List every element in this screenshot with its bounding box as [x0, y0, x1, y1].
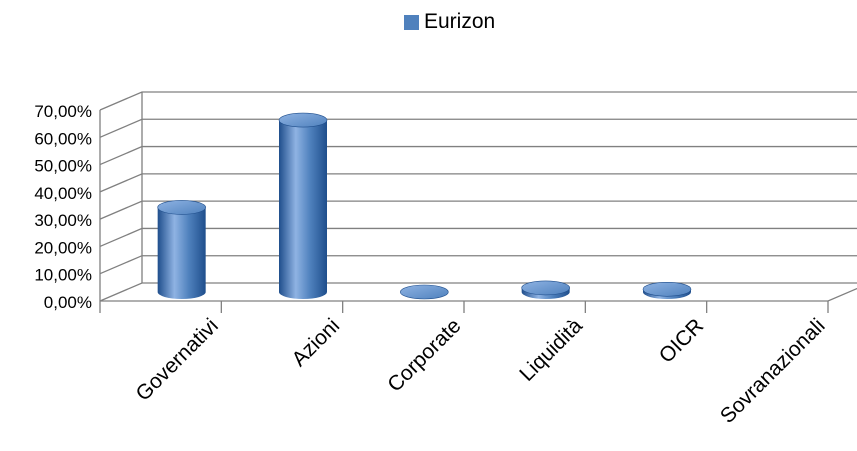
legend: Eurizon [404, 10, 495, 34]
bar-top [521, 280, 570, 296]
legend-label-eurizon: Eurizon [424, 10, 496, 33]
gridline [99, 145, 857, 166]
floor-edge [100, 287, 857, 302]
gridline [99, 200, 857, 220]
x-tick-label: Liquidità [515, 314, 587, 386]
bar-oicr [642, 281, 692, 299]
gridline [99, 282, 857, 302]
y-tick-label: 0,00% [44, 293, 92, 312]
y-tick-label: 10,00% [34, 266, 92, 285]
y-tick-label: 30,00% [34, 211, 92, 230]
bar-top [400, 284, 449, 300]
bar-body [279, 120, 327, 299]
bar-liquidità [521, 280, 570, 299]
x-tick-label: Corporate [383, 314, 465, 396]
x-tick-label: Sovranazionali [716, 314, 830, 428]
y-tick-label: 20,00% [34, 238, 92, 257]
legend-swatch-eurizon [404, 14, 419, 30]
x-tick-label: Governativi [131, 314, 222, 405]
gridline [99, 255, 857, 275]
bar-top [642, 281, 692, 297]
y-tick-label: 40,00% [34, 184, 92, 203]
bar-top [278, 112, 328, 128]
gridline [99, 173, 857, 193]
y-tick-label: 70,00% [34, 102, 92, 121]
gridline [99, 118, 857, 138]
gridline [99, 91, 857, 111]
bar-corporate [400, 284, 449, 300]
bar-top [157, 200, 206, 215]
y-tick-label: 60,00% [34, 129, 92, 148]
bar-governativi [157, 200, 206, 299]
y-tick-label: 50,00% [34, 157, 92, 176]
x-tick-label: Azioni [287, 314, 344, 371]
x-tick-label: OICR [655, 314, 708, 367]
bar-azioni [278, 112, 328, 299]
bar-body [157, 207, 206, 299]
gridline [99, 227, 857, 248]
